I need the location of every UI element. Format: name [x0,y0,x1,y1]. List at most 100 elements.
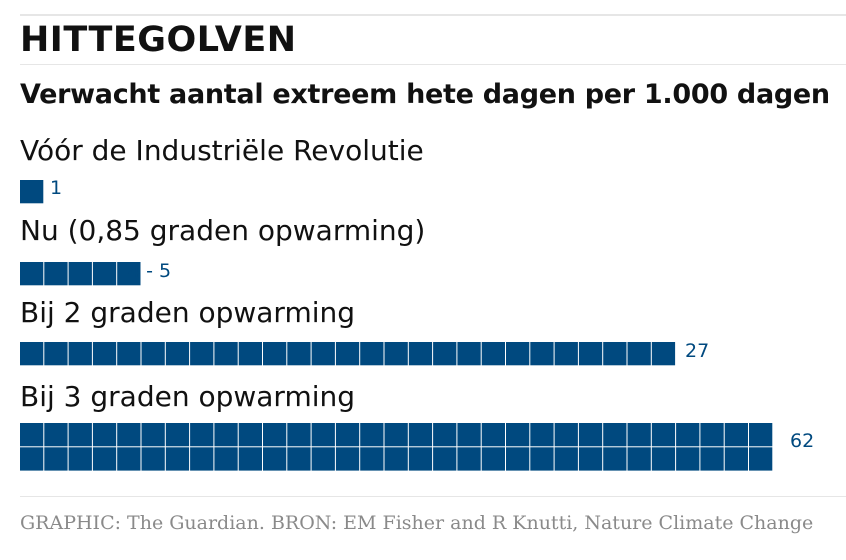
day-square [384,342,408,366]
day-square [214,447,238,471]
chart-subtitle: Verwacht aantal extreem hete dagen per 1… [20,79,830,110]
day-square [20,262,44,286]
day-square [190,447,214,471]
day-square [603,447,627,471]
day-square [360,342,384,366]
source-rule [20,496,846,497]
day-square [117,423,141,447]
day-square [117,447,141,471]
day-square [433,447,457,471]
day-square [311,423,335,447]
bar-group-1 [20,262,141,286]
day-square [627,447,651,471]
day-square [651,423,676,447]
day-square [214,342,238,366]
value-label-pre-industrial: 1 [50,177,63,199]
day-square [481,447,505,471]
day-square [68,342,92,366]
day-square [117,262,141,286]
value-label-2-degrees: 27 [685,340,710,362]
day-square [457,342,481,366]
day-square [44,342,68,366]
day-square [287,423,311,447]
day-square [384,447,408,471]
day-square [214,423,238,447]
day-square [676,423,700,447]
chart-title: HITTEGOLVEN [20,20,297,60]
day-square [311,447,335,471]
day-square [481,423,505,447]
day-square [578,423,603,447]
day-square [44,423,68,447]
day-square [263,423,287,447]
day-square [506,447,530,471]
day-square [311,342,335,366]
day-square [68,262,92,286]
day-square [263,342,287,366]
day-square [360,447,384,471]
day-square [408,447,433,471]
day-square [335,342,360,366]
day-square [554,423,578,447]
day-square [603,423,627,447]
day-square [530,342,554,366]
day-square [627,342,651,366]
day-square [627,423,651,447]
day-square [700,447,724,471]
day-square [578,447,603,471]
day-square [141,423,165,447]
day-square [749,447,773,471]
day-square [360,423,384,447]
day-square [724,423,748,447]
day-square [165,342,190,366]
day-square [263,447,287,471]
day-square [506,423,530,447]
bar-group-3 [20,423,773,471]
day-square [408,342,433,366]
day-square [238,447,262,471]
title-rule [20,64,846,65]
day-square [190,423,214,447]
day-square [44,262,68,286]
category-label-now: Nu (0,85 graden opwarming) [20,214,426,247]
day-square [20,180,44,204]
day-square [457,423,481,447]
day-square [165,447,190,471]
day-square [165,423,190,447]
day-square [287,447,311,471]
day-square [651,447,676,471]
day-square [457,447,481,471]
value-label-3-degrees: 62 [790,430,815,452]
day-square [68,447,92,471]
day-square [481,342,505,366]
day-square [190,342,214,366]
day-square [20,342,44,366]
day-square [335,447,360,471]
day-square [651,342,676,366]
day-square [92,447,117,471]
day-square [676,447,700,471]
day-square [92,423,117,447]
day-square [554,447,578,471]
day-square [141,342,165,366]
day-square [724,447,748,471]
day-square [92,262,117,286]
source-note: GRAPHIC: The Guardian. BRON: EM Fisher a… [20,512,814,534]
day-square [554,342,578,366]
day-square [749,423,773,447]
day-square [141,447,165,471]
day-square [433,342,457,366]
day-square [44,447,68,471]
day-square [603,342,627,366]
bar-group-2 [20,342,676,366]
day-square [68,423,92,447]
day-square [117,342,141,366]
day-square [238,342,262,366]
day-square [287,342,311,366]
day-square [578,342,603,366]
day-square [20,447,44,471]
day-square [384,423,408,447]
day-square [408,423,433,447]
value-label-now: 4 - 5 [128,260,172,282]
